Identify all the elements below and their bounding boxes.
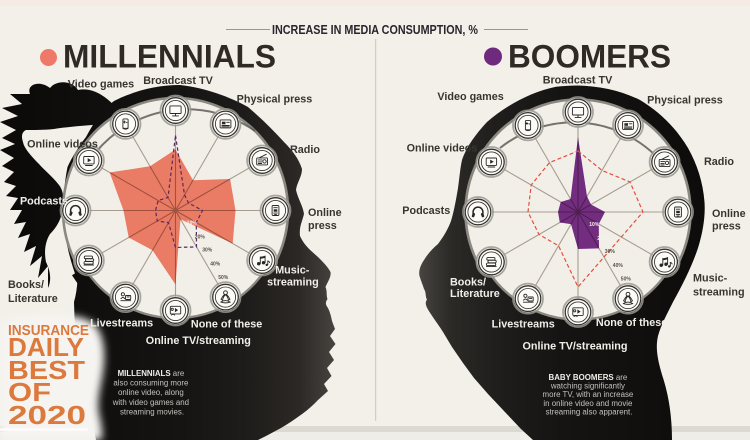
- svg-text:BOOMERS: BOOMERS: [508, 39, 671, 75]
- svg-text:Radio: Radio: [704, 156, 734, 168]
- svg-text:MILLENNIALS are also consuming: MILLENNIALS are also consuming more onli…: [112, 369, 192, 416]
- svg-text:Literature: Literature: [8, 293, 58, 305]
- svg-text:Books/: Books/: [450, 277, 486, 289]
- svg-text:30%: 30%: [202, 247, 213, 253]
- svg-text:Music-: Music-: [275, 264, 310, 276]
- svg-text:MILLENNIALS: MILLENNIALS: [63, 39, 276, 75]
- svg-text:Livestreams: Livestreams: [90, 318, 153, 330]
- svg-text:Online: Online: [308, 207, 342, 219]
- svg-text:Online videos: Online videos: [407, 143, 478, 155]
- svg-text:10%: 10%: [589, 222, 600, 228]
- svg-text:Music-: Music-: [693, 273, 728, 285]
- svg-text:streaming: streaming: [693, 287, 745, 299]
- svg-text:Video games: Video games: [437, 91, 503, 103]
- svg-text:30%: 30%: [605, 249, 616, 255]
- svg-text:INSURANCE: INSURANCE: [8, 323, 89, 339]
- svg-text:40%: 40%: [613, 263, 624, 269]
- svg-text:Books/: Books/: [8, 279, 44, 291]
- svg-text:Livestreams: Livestreams: [492, 318, 555, 330]
- svg-text:Podcasts: Podcasts: [402, 205, 450, 217]
- svg-text:None of these: None of these: [191, 318, 262, 330]
- svg-text:press: press: [308, 220, 337, 232]
- svg-text:INCREASE IN MEDIA CONSUMPTION,: INCREASE IN MEDIA CONSUMPTION, %: [272, 22, 478, 37]
- svg-text:streaming: streaming: [267, 276, 319, 288]
- svg-text:10%: 10%: [187, 221, 198, 227]
- svg-text:Online videos: Online videos: [27, 139, 98, 151]
- svg-text:20%: 20%: [597, 236, 608, 242]
- svg-text:Video games: Video games: [68, 79, 134, 91]
- svg-text:None of these: None of these: [596, 317, 667, 329]
- svg-text:Online: Online: [712, 208, 746, 220]
- svg-text:2020: 2020: [8, 400, 86, 430]
- svg-text:Radio: Radio: [290, 144, 320, 156]
- svg-text:50%: 50%: [218, 275, 229, 281]
- svg-text:press: press: [712, 221, 741, 233]
- svg-text:Broadcast TV: Broadcast TV: [543, 75, 613, 87]
- svg-text:Physical press: Physical press: [647, 95, 723, 107]
- svg-text:BABY BOOMERS are watching sign: BABY BOOMERS are watching significantly …: [543, 373, 636, 416]
- svg-text:Broadcast TV: Broadcast TV: [143, 75, 213, 87]
- svg-text:OF: OF: [8, 377, 51, 407]
- svg-text:BEST: BEST: [8, 355, 85, 385]
- svg-text:Online TV/streaming: Online TV/streaming: [523, 341, 628, 353]
- svg-text:Physical press: Physical press: [237, 93, 313, 105]
- svg-text:Online TV/streaming: Online TV/streaming: [146, 335, 251, 347]
- svg-text:40%: 40%: [210, 261, 221, 267]
- svg-text:50%: 50%: [621, 277, 632, 283]
- svg-text:Literature: Literature: [450, 288, 500, 300]
- svg-text:20%: 20%: [195, 234, 206, 240]
- svg-text:DAILY: DAILY: [8, 332, 84, 362]
- svg-text:Podcasts: Podcasts: [20, 196, 68, 208]
